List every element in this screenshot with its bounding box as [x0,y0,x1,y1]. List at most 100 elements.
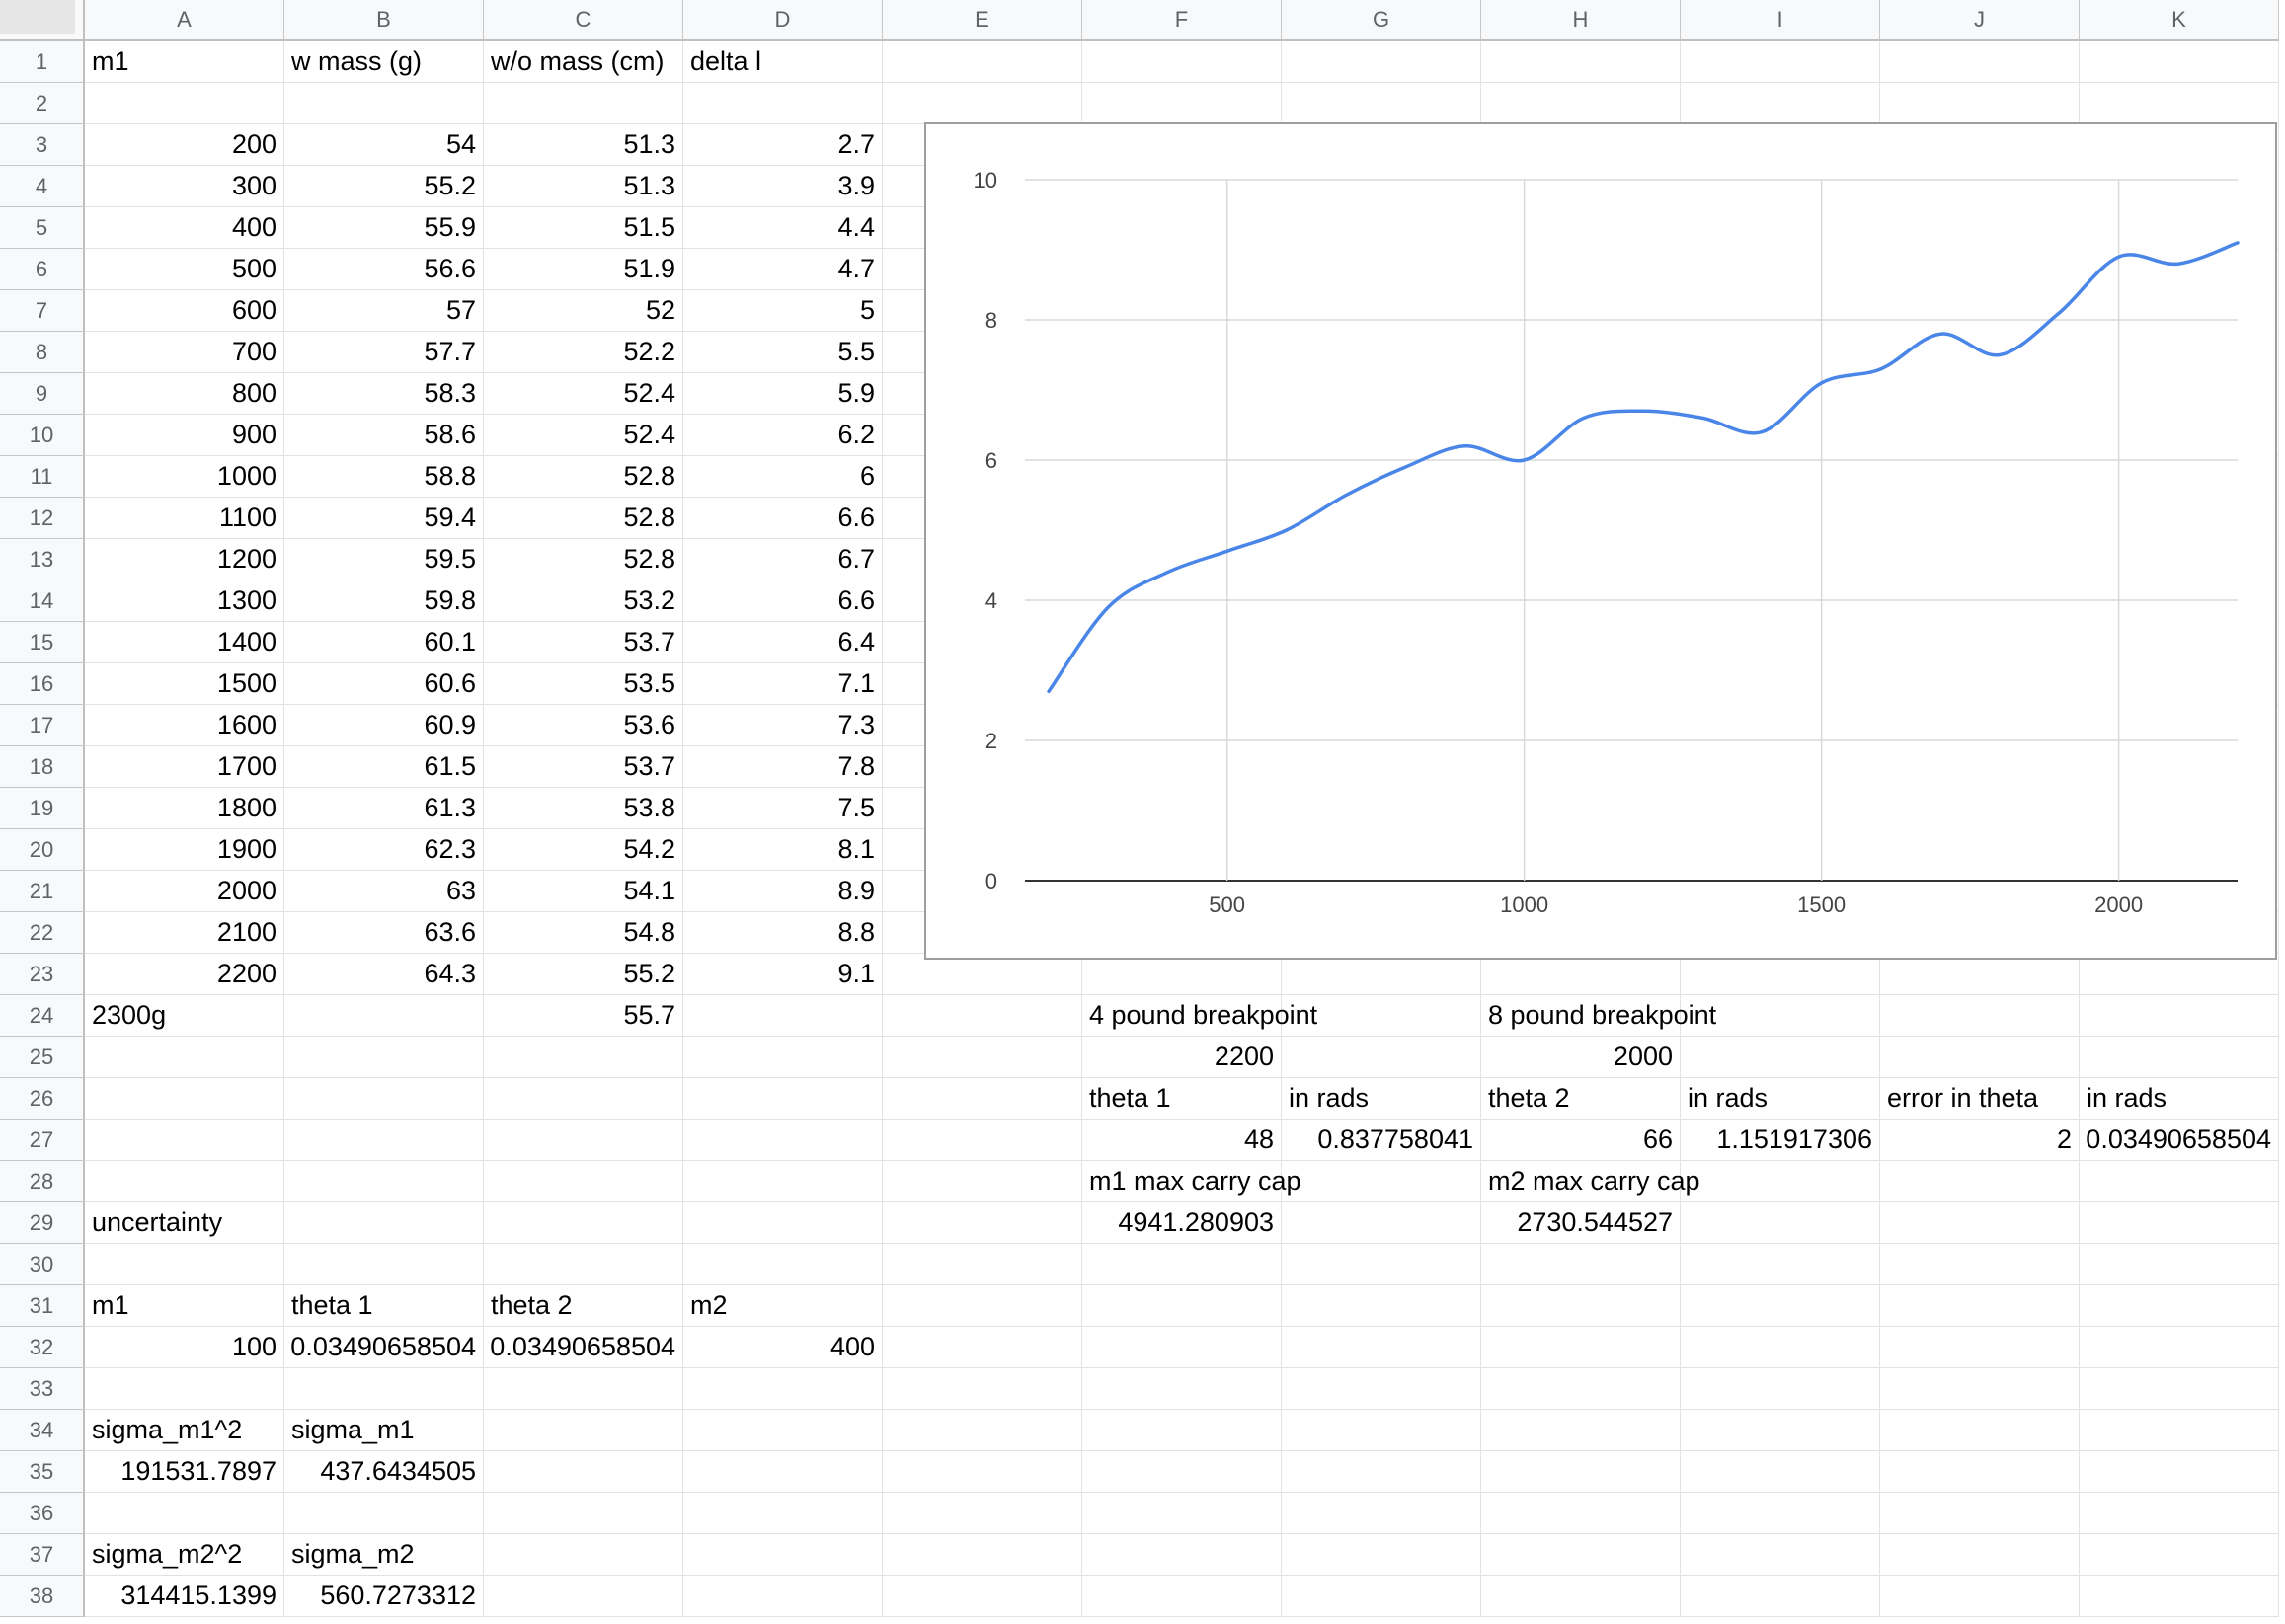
cell-b9[interactable]: 58.3 [284,373,484,415]
cell-d22[interactable]: 8.8 [683,912,883,954]
cell-d31[interactable]: m2 [683,1285,883,1327]
row-header-6[interactable]: 6 [0,249,85,290]
cell-e32[interactable] [883,1327,1082,1368]
cell-c23[interactable]: 55.2 [484,954,683,995]
cell-i28[interactable] [1681,1161,1880,1202]
cell-c18[interactable]: 53.7 [484,746,683,788]
cell-a13[interactable]: 1200 [85,539,284,580]
cell-f35[interactable] [1082,1451,1282,1493]
cell-k31[interactable] [2080,1285,2279,1327]
cell-i26[interactable]: in rads [1681,1078,1880,1120]
cell-b14[interactable]: 59.8 [284,580,484,622]
cell-d20[interactable]: 8.1 [683,829,883,871]
cell-c26[interactable] [484,1078,683,1120]
cell-c1[interactable]: w/o mass (cm) [484,41,683,83]
cell-h29[interactable]: 2730.544527 [1481,1202,1681,1244]
cell-b29[interactable] [284,1202,484,1244]
column-header-c[interactable]: C [484,0,683,41]
cell-d2[interactable] [683,83,883,124]
cell-g36[interactable] [1282,1493,1481,1534]
cell-g35[interactable] [1282,1451,1481,1493]
cell-j2[interactable] [1880,83,2080,124]
cell-b28[interactable] [284,1161,484,1202]
cell-b26[interactable] [284,1078,484,1120]
row-header-15[interactable]: 15 [0,622,85,663]
cell-b4[interactable]: 55.2 [284,166,484,207]
cell-d17[interactable]: 7.3 [683,705,883,746]
cell-c32[interactable]: 0.03490658504 [484,1327,683,1368]
cell-i32[interactable] [1681,1327,1880,1368]
cell-h28[interactable]: m2 max carry cap [1481,1161,1700,1202]
cell-d1[interactable]: delta l [683,41,883,83]
column-header-g[interactable]: G [1282,0,1481,41]
cell-e34[interactable] [883,1410,1082,1451]
row-header-19[interactable]: 19 [0,788,85,829]
cell-d10[interactable]: 6.2 [683,415,883,456]
cell-b34[interactable]: sigma_m1 [284,1410,484,1451]
cell-f34[interactable] [1082,1410,1282,1451]
cell-i30[interactable] [1681,1244,1880,1285]
column-header-e[interactable]: E [883,0,1082,41]
cell-e27[interactable] [883,1120,1082,1161]
cell-d5[interactable]: 4.4 [683,207,883,249]
cell-c17[interactable]: 53.6 [484,705,683,746]
cell-d24[interactable] [683,995,883,1037]
cell-b6[interactable]: 56.6 [284,249,484,290]
cell-g29[interactable] [1282,1202,1481,1244]
cell-c13[interactable]: 52.8 [484,539,683,580]
cell-k25[interactable] [2080,1037,2279,1078]
cell-a11[interactable]: 1000 [85,456,284,498]
cell-j30[interactable] [1880,1244,2080,1285]
cell-j29[interactable] [1880,1202,2080,1244]
cell-b1[interactable]: w mass (g) [284,41,484,83]
column-header-j[interactable]: J [1880,0,2080,41]
cell-b11[interactable]: 58.8 [284,456,484,498]
cell-e26[interactable] [883,1078,1082,1120]
cell-a36[interactable] [85,1493,284,1534]
cell-k2[interactable] [2080,83,2279,124]
cell-a9[interactable]: 800 [85,373,284,415]
cell-h31[interactable] [1481,1285,1681,1327]
row-header-13[interactable]: 13 [0,539,85,580]
cell-d11[interactable]: 6 [683,456,883,498]
cell-c35[interactable] [484,1451,683,1493]
cell-f36[interactable] [1082,1493,1282,1534]
cell-k1[interactable] [2080,41,2279,83]
cell-a14[interactable]: 1300 [85,580,284,622]
cell-g31[interactable] [1282,1285,1481,1327]
cell-d29[interactable] [683,1202,883,1244]
cell-e36[interactable] [883,1493,1082,1534]
cell-d35[interactable] [683,1451,883,1493]
row-header-2[interactable]: 2 [0,83,85,124]
cell-f37[interactable] [1082,1534,1282,1576]
cell-c8[interactable]: 52.2 [484,332,683,373]
cell-b32[interactable]: 0.03490658504 [284,1327,484,1368]
row-header-9[interactable]: 9 [0,373,85,415]
cell-a28[interactable] [85,1161,284,1202]
row-header-1[interactable]: 1 [0,41,85,83]
cell-f27[interactable]: 48 [1082,1120,1282,1161]
row-header-16[interactable]: 16 [0,663,85,705]
column-header-k[interactable]: K [2080,0,2279,41]
row-header-25[interactable]: 25 [0,1037,85,1078]
cell-c10[interactable]: 52.4 [484,415,683,456]
cell-d16[interactable]: 7.1 [683,663,883,705]
cell-b10[interactable]: 58.6 [284,415,484,456]
cell-c36[interactable] [484,1493,683,1534]
cell-d19[interactable]: 7.5 [683,788,883,829]
cell-c19[interactable]: 53.8 [484,788,683,829]
cell-b20[interactable]: 62.3 [284,829,484,871]
cell-c25[interactable] [484,1037,683,1078]
select-all-corner[interactable] [0,0,85,41]
column-header-h[interactable]: H [1481,0,1681,41]
cell-h24[interactable]: 8 pound breakpoint [1481,995,1716,1037]
cell-g33[interactable] [1282,1368,1481,1410]
cell-k27[interactable]: 0.03490658504 [2080,1120,2279,1161]
column-header-f[interactable]: F [1082,0,1282,41]
cell-c5[interactable]: 51.5 [484,207,683,249]
cell-c27[interactable] [484,1120,683,1161]
cell-b2[interactable] [284,83,484,124]
cell-g38[interactable] [1282,1576,1481,1617]
cell-f24[interactable]: 4 pound breakpoint [1082,995,1317,1037]
row-header-35[interactable]: 35 [0,1451,85,1493]
